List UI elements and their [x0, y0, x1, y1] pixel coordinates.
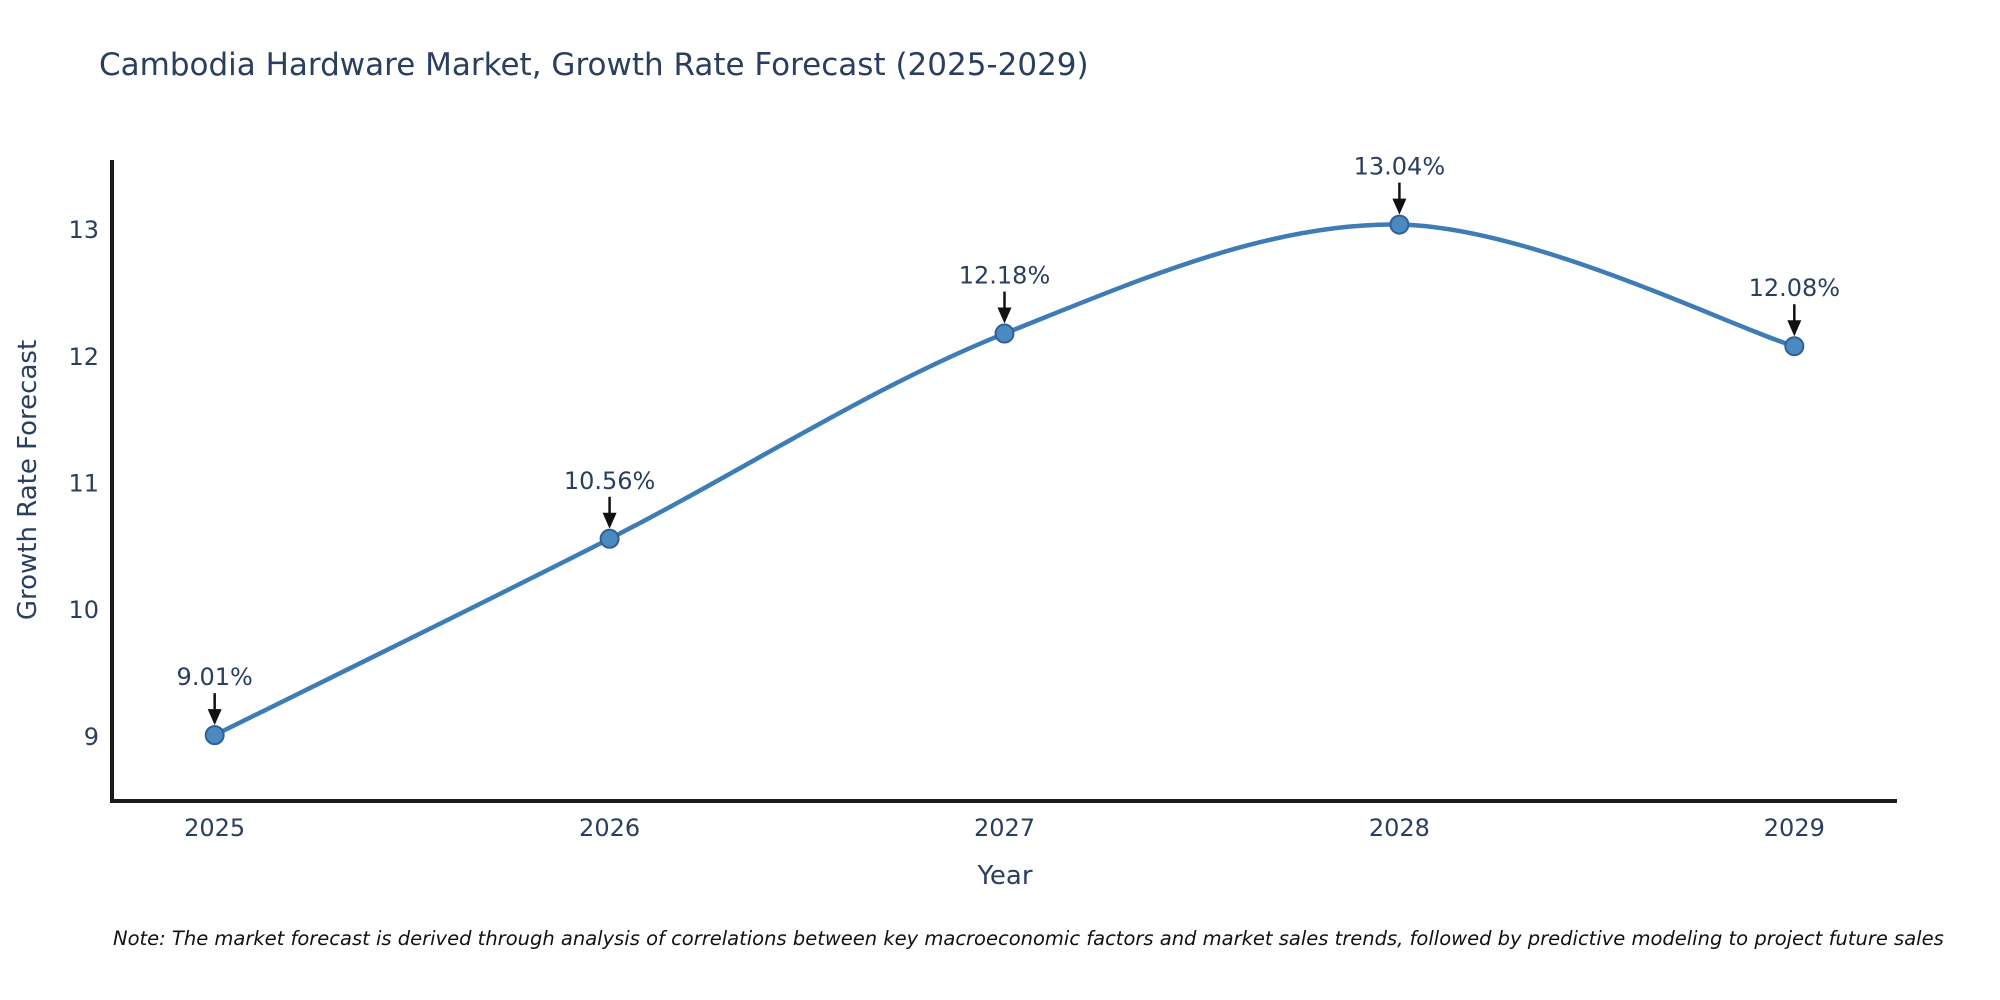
y-tick-label: 10 [68, 596, 99, 624]
x-tick-label: 2026 [579, 814, 640, 842]
x-tick-label: 2029 [1764, 814, 1825, 842]
x-axis-title: Year [977, 861, 1033, 891]
y-tick-label: 13 [68, 216, 99, 244]
annotation-label: 13.04% [1354, 153, 1446, 181]
annotation-label: 12.18% [959, 262, 1051, 290]
data-point-2026[interactable] [599, 528, 620, 549]
annotation-label: 9.01% [177, 663, 253, 691]
x-tick-label: 2025 [184, 814, 245, 842]
annotation-arrowhead [1392, 198, 1407, 215]
x-tick-label: 2027 [974, 814, 1035, 842]
data-point-2027[interactable] [994, 323, 1015, 344]
data-point-2028[interactable] [1389, 214, 1410, 235]
annotation-arrowhead [1787, 320, 1802, 337]
chart-title: Cambodia Hardware Market, Growth Rate Fo… [99, 47, 1089, 83]
annotation-arrowhead [997, 307, 1012, 324]
annotation-label: 10.56% [564, 467, 656, 495]
x-tick-label: 2028 [1369, 814, 1430, 842]
y-tick-label: 9 [84, 723, 99, 751]
annotation-arrowhead [602, 512, 617, 529]
annotation-arrowhead [207, 709, 222, 726]
data-point-2029[interactable] [1784, 336, 1805, 357]
y-tick-label: 12 [68, 343, 99, 371]
data-point-2025[interactable] [204, 725, 225, 746]
footnote: Note: The market forecast is derived thr… [113, 927, 1944, 950]
y-tick-label: 11 [68, 470, 99, 498]
annotation-label: 12.08% [1749, 274, 1841, 302]
